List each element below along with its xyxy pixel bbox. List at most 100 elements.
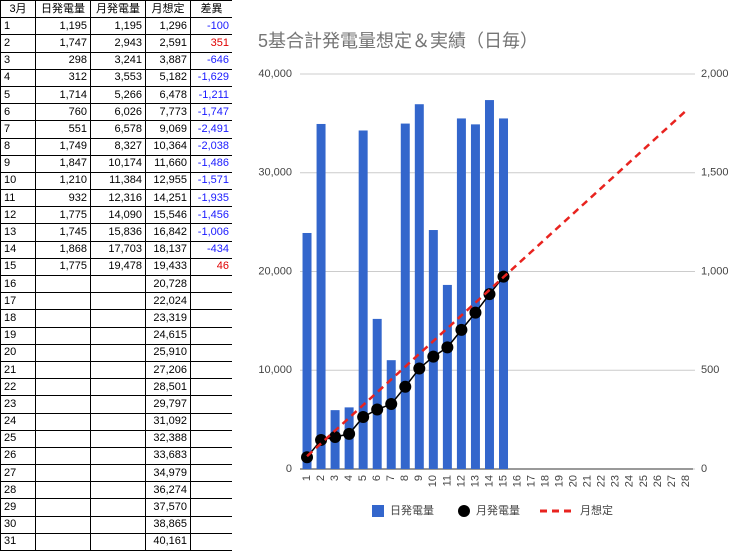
table-cell	[35, 515, 91, 534]
table-cell: 4	[0, 68, 36, 87]
table-row: 7 551 6,578 9,069 -2,491	[0, 120, 233, 139]
x-tick-label: 15	[497, 475, 509, 487]
x-tick-label: 1	[301, 475, 313, 481]
table-cell: 2	[0, 34, 36, 53]
table-cell: 8,327	[90, 137, 146, 156]
table-cell	[90, 446, 146, 466]
table-cell: 19	[0, 326, 36, 345]
table-cell	[90, 412, 146, 431]
chart: 5基合計発電量想定＆実績（日毎） 0 10,000 20,000 30,000 40,0…	[232, 0, 751, 551]
table-cell	[35, 309, 91, 328]
table-cell	[190, 481, 233, 500]
table-row: 30 38,865	[0, 515, 233, 534]
y-tick-label: 10,000	[258, 364, 292, 376]
table-row: 3月 日発電量 月発電量 月想定 差異	[0, 0, 233, 19]
table-cell: 32,388	[145, 429, 191, 448]
table-cell: 31,092	[145, 412, 191, 431]
table-cell	[90, 274, 146, 294]
table-cell: 1,749	[35, 137, 91, 156]
table-cell: -2,038	[190, 137, 233, 156]
x-tick-label: 25	[638, 475, 650, 487]
table-cell: 551	[35, 120, 91, 139]
x-tick-label: 8	[399, 475, 411, 481]
table-cell: -100	[190, 17, 233, 36]
table-cell: 3月	[0, 0, 36, 19]
marker	[385, 398, 398, 411]
table-cell: 14,090	[90, 206, 146, 225]
table-cell	[190, 326, 233, 345]
table-cell: 8	[0, 137, 36, 156]
table-cell: 3	[0, 51, 36, 70]
table-cell: 13	[0, 223, 36, 242]
table-cell: 932	[35, 189, 91, 208]
table-cell: 760	[35, 103, 91, 122]
table-row: 9 1,847 10,174 11,660 -1,486	[0, 154, 233, 173]
legend-label: 日発電量	[390, 503, 434, 517]
table-cell	[90, 481, 146, 500]
table-cell	[35, 481, 91, 500]
table-cell	[190, 309, 233, 328]
y2-tick-label: 500	[701, 364, 719, 376]
table-row: 18 23,319	[0, 309, 233, 328]
table-cell: 12,955	[145, 171, 191, 191]
table-cell: 6,478	[145, 85, 191, 105]
bar	[442, 284, 452, 469]
table-cell: 17	[0, 292, 36, 311]
legend-swatch	[458, 505, 470, 517]
table-cell: 20,728	[145, 274, 191, 294]
table-row: 28 36,274	[0, 481, 233, 500]
table-cell: 17,703	[90, 240, 146, 259]
marker	[315, 433, 328, 446]
chart-title: 5基合計発電量想定＆実績（日毎）	[258, 31, 538, 51]
table-row: 2 1,747 2,943 2,591 351	[0, 34, 233, 53]
x-tick-label: 20	[568, 475, 580, 487]
x-tick-label: 7	[385, 475, 397, 481]
table-cell: 月想定	[145, 0, 191, 19]
table-cell: 差異	[190, 0, 233, 19]
table-cell	[35, 429, 91, 448]
table-cell: 36,274	[145, 481, 191, 500]
y2-tick-label: 0	[701, 463, 707, 475]
x-tick-label: 26	[652, 475, 664, 487]
table-cell: 3,887	[145, 51, 191, 70]
table-cell	[35, 343, 91, 362]
table-cell: 11,660	[145, 154, 191, 173]
table-cell: -1,006	[190, 223, 233, 242]
table-cell: 12,316	[90, 189, 146, 208]
table-cell: 2,943	[90, 34, 146, 53]
table-cell	[190, 412, 233, 431]
x-tick-label: 27	[666, 475, 678, 487]
table-cell	[35, 412, 91, 431]
bar	[414, 104, 424, 469]
bar	[386, 360, 396, 469]
table-cell: 6,026	[90, 103, 146, 122]
table-row: 31 40,161	[0, 532, 233, 551]
table-cell	[35, 292, 91, 311]
marker	[441, 341, 454, 354]
table-cell	[190, 464, 233, 483]
table-cell: 28,501	[145, 378, 191, 397]
table-cell: 19,433	[145, 257, 191, 277]
line	[306, 109, 687, 458]
table-cell	[190, 532, 233, 551]
x-tick-label: 9	[413, 475, 425, 481]
table-cell	[90, 378, 146, 397]
table-cell	[90, 532, 146, 551]
table-row: 14 1,868 17,703 18,137 -434	[0, 240, 233, 259]
table-cell	[35, 326, 91, 345]
table-cell	[90, 395, 146, 414]
table-row: 25 32,388	[0, 429, 233, 448]
table-cell: 12	[0, 206, 36, 225]
x-tick-label: 10	[427, 475, 439, 487]
table-cell: 19,478	[90, 257, 146, 277]
data-table: 3月 日発電量 月発電量 月想定 差異 1 1,195 1,195 1,296 -100 2 1,74…	[0, 0, 233, 551]
table-cell: 5	[0, 85, 36, 105]
table-cell	[90, 429, 146, 448]
table-cell: 2,591	[145, 34, 191, 53]
table-cell: 25,910	[145, 343, 191, 362]
table-cell: 1,195	[35, 17, 91, 36]
table-cell: 1,210	[35, 171, 91, 191]
table-cell: 月発電量	[90, 0, 146, 19]
table-row: 17 22,024	[0, 292, 233, 311]
